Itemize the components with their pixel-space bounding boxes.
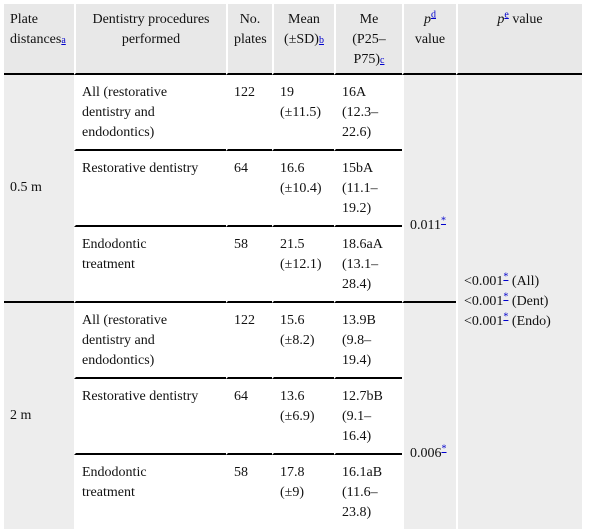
- plates-cell: 122: [226, 303, 272, 379]
- p-d-empty-cell: [402, 75, 456, 151]
- plates-cell: 122: [226, 75, 272, 151]
- footnote-link-c[interactable]: c: [380, 55, 385, 66]
- median-cell: 12.7bB (9.1– 16.4): [334, 379, 402, 455]
- procedure-cell: Restorative dentistry: [74, 379, 226, 455]
- distance-cell: 0.5 m: [4, 75, 74, 303]
- procedure-cell: Endodontic treatment: [74, 455, 226, 529]
- p-d-cell: 0.011*: [402, 151, 456, 303]
- mean-cell: 13.6 (±6.9): [272, 379, 334, 455]
- median-cell: 15bA (11.1– 19.2): [334, 151, 402, 227]
- plates-cell: 58: [226, 455, 272, 529]
- p-e-line: <0.001* (All): [464, 271, 540, 289]
- asterisk-link[interactable]: *: [440, 215, 446, 227]
- asterisk-link[interactable]: *: [503, 271, 509, 283]
- plates-cell: 58: [226, 227, 272, 303]
- median-cell: 18.6aA (13.1– 28.4): [334, 227, 402, 303]
- mean-cell: 19 (±11.5): [272, 75, 334, 151]
- results-table: Plate distancesa Dentistry procedures pe…: [4, 4, 582, 529]
- procedure-cell: All (restorative dentistry and endodontics…: [74, 75, 226, 151]
- asterisk-link[interactable]: *: [503, 311, 509, 323]
- p-e-line: <0.001* (Dent): [464, 291, 549, 309]
- procedure-cell: All (restorative dentistry and endodontics…: [74, 303, 226, 379]
- p-e-line: <0.001* (Endo): [464, 311, 551, 329]
- header-p-d: pd value: [402, 4, 456, 75]
- median-cell: 16A (12.3– 22.6): [334, 75, 402, 151]
- median-cell: 13.9B (9.8– 19.4): [334, 303, 402, 379]
- procedure-cell: Restorative dentistry: [74, 151, 226, 227]
- table-row: 2 m All (restorative dentistry and endodon…: [4, 303, 582, 529]
- mean-cell: 17.8 (±9): [272, 455, 334, 529]
- header-procedures: Dentistry procedures performed: [74, 4, 226, 75]
- footnote-link-a[interactable]: a: [61, 35, 66, 46]
- p-d-empty-cell: [402, 303, 456, 379]
- plates-cell: 64: [226, 379, 272, 455]
- table-row: Restorative dentistry 64 16.6 (±10.4) 15b…: [4, 151, 582, 303]
- table-row: 0.5 m All (restorative dentistry and endod…: [4, 75, 582, 529]
- table-row: Restorative dentistry 64 13.6 (±6.9) 12.7…: [4, 379, 582, 529]
- asterisk-link[interactable]: *: [503, 291, 509, 303]
- table-figure: Plate distancesa Dentistry procedures pe…: [4, 4, 582, 529]
- plates-cell: 64: [226, 151, 272, 227]
- header-no-plates: No. plates: [226, 4, 272, 75]
- header-median: Me (P25– P75)c: [334, 4, 402, 75]
- header-p-e: pe value: [456, 4, 582, 75]
- procedure-cell: Endodontic treatment: [74, 227, 226, 303]
- mean-cell: 16.6 (±10.4): [272, 151, 334, 227]
- median-cell: 16.1aB (11.6– 23.8): [334, 455, 402, 529]
- header-plate-distances: Plate distancesa: [4, 4, 74, 75]
- footnote-link-e[interactable]: e: [504, 9, 509, 21]
- p-e-cell: <0.001* (All) <0.001* (Dent) <0.001* (En…: [456, 75, 582, 529]
- header-mean: Mean (±SD)b: [272, 4, 334, 75]
- footnote-link-d[interactable]: d: [431, 9, 436, 21]
- mean-cell: 21.5 (±12.1): [272, 227, 334, 303]
- p-d-cell: 0.006*: [402, 379, 456, 529]
- mean-cell: 15.6 (±8.2): [272, 303, 334, 379]
- asterisk-link[interactable]: *: [441, 443, 447, 455]
- distance-cell: 2 m: [4, 303, 74, 529]
- header-row: Plate distancesa Dentistry procedures pe…: [4, 4, 582, 75]
- footnote-link-b[interactable]: b: [318, 35, 324, 46]
- table-row: Endodontic treatment 58 21.5 (±12.1) 18.6a…: [4, 227, 582, 303]
